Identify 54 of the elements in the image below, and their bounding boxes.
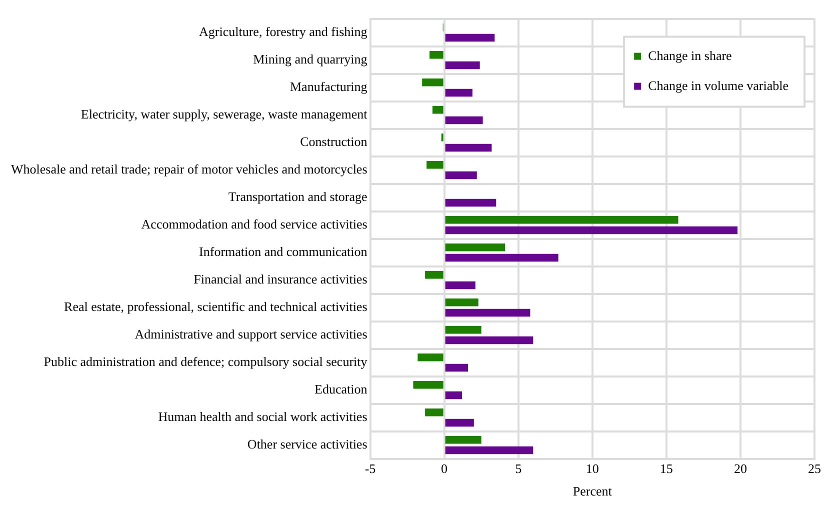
bar [445,216,678,224]
y-tick-label: Construction [300,134,368,149]
y-tick-label: Financial and insurance activities [194,271,368,286]
legend-label: Change in share [648,48,732,64]
y-tick-label: Other service activities [247,436,368,452]
bar [425,271,444,279]
x-tick-label: -5 [364,461,376,476]
bar [422,78,444,86]
bar [445,326,482,334]
y-tick-label: Administrative and support service activities [134,326,368,342]
bar [445,298,478,306]
x-axis-title: Percent [572,484,612,499]
y-tick-label: Accommodation and food service activities [141,216,368,232]
bar [445,364,468,372]
bar [445,244,506,252]
y-tick-label: Information and communication [199,244,368,259]
bar [445,281,476,290]
bar [445,254,558,262]
bar [445,198,496,207]
x-tick-label: 20 [734,461,747,476]
y-tick-label: Real estate, professional, scientific and technical activities [64,298,368,314]
bar [445,144,492,152]
bar [445,116,483,124]
x-tick-label: 15 [660,461,673,476]
y-tick-label: Electricity, water supply, sewerage, waste management [80,106,368,122]
y-tick-label: Transportation and storage [228,188,368,204]
y-tick-label: Manufacturing [290,78,368,94]
x-tick-label: 5 [515,461,522,476]
bar [413,381,444,389]
bar [445,436,482,444]
y-tick-label: Mining and quarrying [253,51,368,66]
bar [445,61,480,70]
y-tick-label: Human health and social work activities [158,408,368,424]
y-tick-label: Wholesale and retail trade; repair of motor vehicles and motorcycles [10,161,368,176]
bar [445,391,462,400]
bar [418,354,444,362]
bar [445,88,472,97]
bar [425,408,444,416]
y-tick-label: Agriculture, forestry and fishing [199,24,368,39]
x-tick-label: 10 [586,461,599,476]
bar [445,308,530,317]
y-tick-label: Education [314,381,368,396]
bar [426,161,444,169]
bar [445,336,534,344]
legend-label: Change in volume variable [648,78,789,94]
bar [445,418,474,427]
y-tick-label: Public administration and defence; compulsory social security [44,354,368,369]
bar [445,446,534,454]
bar [432,106,444,114]
bar [445,171,477,180]
x-tick-label: 0 [441,461,448,476]
x-tick-label: 25 [808,461,821,476]
bar [445,34,495,42]
bar [430,51,444,59]
